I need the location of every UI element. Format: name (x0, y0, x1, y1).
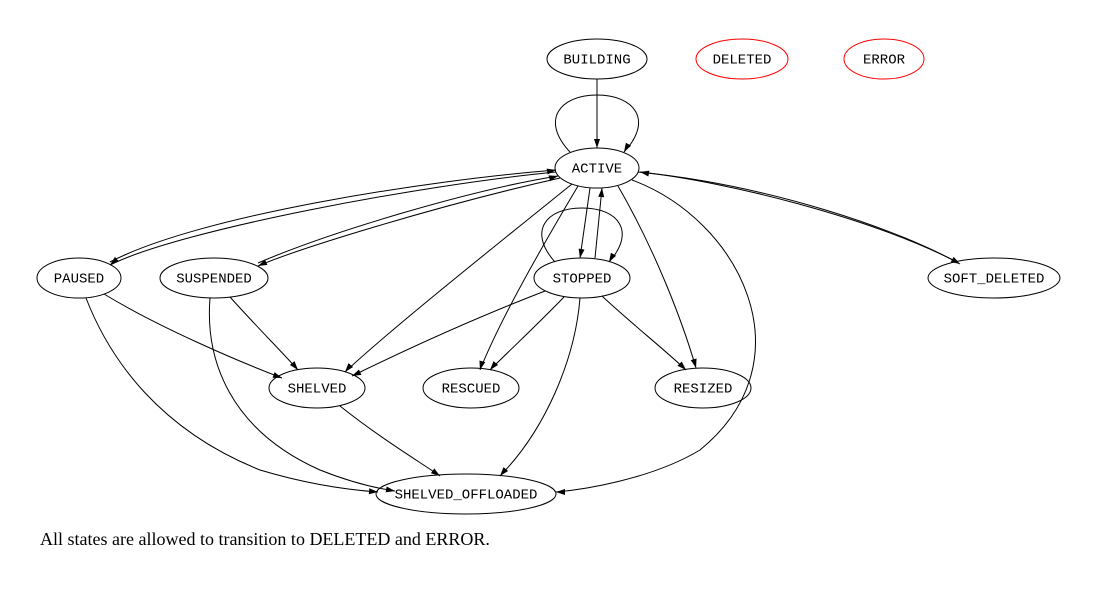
caption-text: All states are allowed to transition to … (40, 529, 490, 549)
node-label-shelved: SHELVED (288, 382, 347, 398)
node-label-deleted: DELETED (713, 53, 772, 69)
node-label-shelved_offloaded: SHELVED_OFFLOADED (395, 488, 538, 504)
node-label-rescued: RESCUED (442, 382, 501, 398)
node-label-resized: RESIZED (674, 382, 733, 398)
state-diagram: BUILDING DELETED ERROR ACTIVE PAUSED SUSPENDE… (0, 0, 1111, 589)
node-label-active: ACTIVE (572, 162, 622, 178)
node-label-stopped: STOPPED (553, 272, 612, 288)
node-label-soft_deleted: SOFT_DELETED (944, 272, 1045, 288)
node-label-building: BUILDING (563, 53, 630, 69)
node-label-paused: PAUSED (54, 272, 104, 288)
node-label-error: ERROR (863, 53, 906, 69)
node-label-suspended: SUSPENDED (176, 272, 252, 288)
